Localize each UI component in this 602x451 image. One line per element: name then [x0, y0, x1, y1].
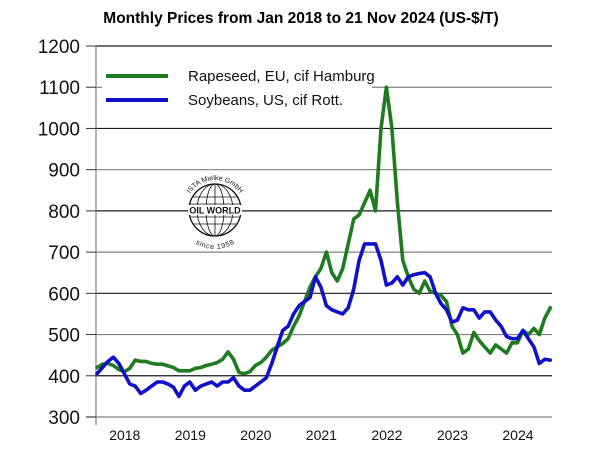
ytick-label-600: 600 [48, 284, 80, 305]
ytick-label-700: 700 [48, 243, 80, 264]
ytick-label-400: 400 [48, 367, 80, 388]
ytick-label-1200: 1200 [38, 37, 80, 58]
xtick-label-2022: 2022 [371, 427, 402, 443]
globe-icon [188, 183, 242, 237]
oil-world-logo: ISTA Mielke GmbH OIL WORLD since 1958 [186, 175, 244, 251]
ytick-label-900: 900 [48, 161, 80, 182]
axes [86, 46, 552, 425]
logo-bottom-text: since 1958 [195, 239, 236, 251]
series-points-rapeseed [96, 87, 551, 374]
series-points-soybeans [96, 243, 551, 397]
ytick-label-1000: 1000 [38, 119, 80, 140]
xtick-label-2019: 2019 [175, 427, 206, 443]
grid-lines [96, 45, 552, 377]
x-axis-ticks: 2018 2019 2020 2021 2022 2023 2024 [109, 427, 534, 443]
y-axis-ticks: 300 400 500 600 700 800 900 1000 1100 1200 [38, 37, 96, 429]
ytick-label-1100: 1100 [39, 78, 80, 99]
legend-label-soybeans: Soybeans, US, cif Rott. [188, 92, 343, 109]
ytick-label-300: 300 [48, 408, 80, 429]
xtick-label-2020: 2020 [240, 427, 271, 443]
xtick-label-2023: 2023 [437, 427, 468, 443]
xtick-label-2024: 2024 [502, 427, 533, 443]
series-line-rapeseed [95, 85, 553, 376]
legend-label-rapeseed: Rapeseed, EU, cif Hamburg [188, 68, 375, 85]
ytick-label-800: 800 [48, 202, 80, 223]
logo-middle-text: OIL WORLD [189, 206, 241, 216]
chart-title: Monthly Prices from Jan 2018 to 21 Nov 2… [103, 10, 498, 27]
series-line-soybeans [95, 242, 553, 399]
legend: Rapeseed, EU, cif Hamburg Soybeans, US, … [102, 58, 375, 114]
ytick-label-500: 500 [48, 326, 80, 347]
xtick-label-2018: 2018 [109, 427, 140, 443]
series-lines [95, 85, 553, 399]
xtick-label-2021: 2021 [306, 427, 337, 443]
